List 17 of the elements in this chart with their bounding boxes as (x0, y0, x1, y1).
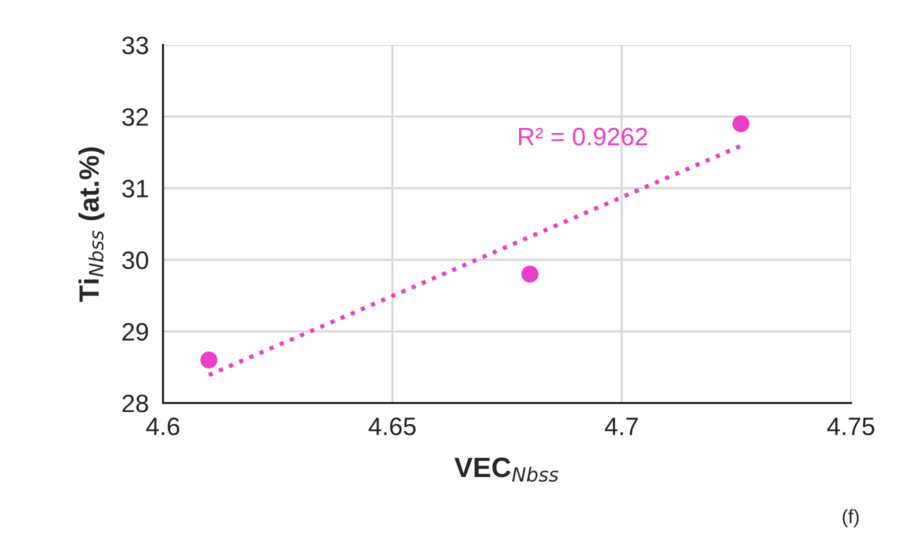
x-axis-title: VEC$_{Nbss}$ (454, 458, 558, 482)
y-tick-label: 32 (122, 108, 148, 126)
text: (f) (842, 509, 859, 528)
y-tick-label: 31 (122, 180, 148, 198)
point (200, 352, 218, 369)
x-tick-label: 4.7 (604, 418, 638, 436)
annotation: R² = 0.9262 (519, 128, 648, 146)
point (732, 115, 750, 132)
y-tick-label: 29 (122, 323, 148, 341)
x-tick-label: 4.75 (827, 418, 874, 436)
point (521, 266, 538, 283)
y-tick-label: 33 (122, 36, 148, 54)
x-tick-label: 4.6 (146, 418, 180, 436)
x-tick-label: 4.65 (368, 418, 416, 436)
y-axis-title: Ti$_{Nbss}$ (at.%) (78, 147, 104, 302)
y-tick-label: 28 (122, 394, 148, 412)
y-tick-label: 30 (122, 251, 148, 270)
